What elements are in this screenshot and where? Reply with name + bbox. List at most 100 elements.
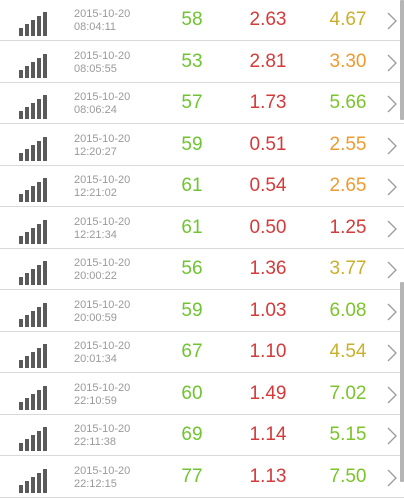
signal-bars-icon	[19, 425, 53, 451]
time-text: 08:06:24	[74, 104, 117, 116]
value-1: 59	[181, 134, 203, 155]
signal-bars-icon	[19, 52, 53, 78]
date-text: 2015-10-20	[74, 257, 131, 269]
value-3: 4.54	[329, 341, 367, 362]
list-item[interactable]: 2015-10-20 22:12:15 77 1.13 7.50	[0, 457, 404, 498]
value-3: 5.15	[329, 424, 367, 445]
signal-bars-icon	[19, 135, 53, 161]
timestamp: 2015-10-20 20:00:59	[74, 299, 154, 325]
timestamp: 2015-10-20 20:00:22	[74, 257, 154, 283]
value-3: 7.50	[329, 466, 367, 487]
date-text: 2015-10-20	[74, 340, 131, 352]
timestamp: 2015-10-20 22:12:15	[74, 465, 154, 491]
chevron-right-icon[interactable]	[385, 137, 399, 155]
time-text: 20:00:59	[74, 312, 117, 324]
value-2: 1.10	[249, 341, 287, 362]
value-3: 2.55	[329, 134, 367, 155]
value-3: 3.77	[329, 258, 367, 279]
signal-bars-icon	[19, 10, 53, 36]
date-text: 2015-10-20	[74, 382, 131, 394]
list-item[interactable]: 2015-10-20 22:11:38 69 1.14 5.15	[0, 415, 404, 456]
time-text: 08:05:55	[74, 63, 117, 75]
chevron-right-icon[interactable]	[385, 54, 399, 72]
signal-bars-icon	[19, 467, 53, 493]
signal-bars-icon	[19, 384, 53, 410]
value-2: 0.51	[249, 134, 287, 155]
value-3: 7.02	[329, 383, 367, 404]
value-2: 2.81	[249, 51, 287, 72]
list-item[interactable]: 2015-10-20 12:21:34 61 0.50 1.25	[0, 208, 404, 249]
signal-bars-icon	[19, 259, 53, 285]
value-2: 1.49	[249, 383, 287, 404]
chevron-right-icon[interactable]	[385, 261, 399, 279]
timestamp: 2015-10-20 22:10:59	[74, 382, 154, 408]
date-text: 2015-10-20	[74, 8, 131, 20]
value-2: 1.13	[249, 466, 287, 487]
timestamp: 2015-10-20 22:11:38	[74, 423, 154, 449]
value-3: 2.65	[329, 175, 367, 196]
list-item[interactable]: 2015-10-20 12:21:02 61 0.54 2.65	[0, 166, 404, 207]
value-1: 59	[181, 300, 203, 321]
chevron-right-icon[interactable]	[385, 386, 399, 404]
value-1: 77	[181, 466, 203, 487]
value-2: 1.14	[249, 424, 287, 445]
date-text: 2015-10-20	[74, 133, 131, 145]
value-3: 5.66	[329, 92, 367, 113]
signal-bars-icon	[19, 342, 53, 368]
value-1: 56	[181, 258, 203, 279]
time-text: 22:10:59	[74, 395, 117, 407]
value-1: 61	[181, 217, 203, 238]
chevron-right-icon[interactable]	[385, 12, 399, 30]
value-1: 53	[181, 51, 203, 72]
timestamp: 2015-10-20 12:21:34	[74, 216, 154, 242]
time-text: 22:11:38	[74, 436, 117, 448]
list-item[interactable]: 2015-10-20 20:00:59 59 1.03 6.08	[0, 291, 404, 332]
signal-bars-icon	[19, 218, 53, 244]
chevron-right-icon[interactable]	[385, 178, 399, 196]
date-text: 2015-10-20	[74, 91, 131, 103]
date-text: 2015-10-20	[74, 216, 131, 228]
time-text: 12:20:27	[74, 146, 117, 158]
value-2: 1.73	[249, 92, 287, 113]
time-text: 08:04:11	[74, 21, 117, 33]
value-3: 3.30	[329, 51, 367, 72]
chevron-right-icon[interactable]	[385, 344, 399, 362]
list-item[interactable]: 2015-10-20 08:06:24 57 1.73 5.66	[0, 83, 404, 124]
time-text: 22:12:15	[74, 478, 117, 490]
chevron-right-icon[interactable]	[385, 427, 399, 445]
time-text: 20:01:34	[74, 353, 117, 365]
value-2: 0.50	[249, 217, 287, 238]
value-1: 61	[181, 175, 203, 196]
timestamp: 2015-10-20 08:05:55	[74, 50, 154, 76]
chevron-right-icon[interactable]	[385, 95, 399, 113]
list-item[interactable]: 2015-10-20 08:04:11 58 2.63 4.67	[0, 0, 404, 41]
timestamp: 2015-10-20 12:20:27	[74, 133, 154, 159]
value-2: 2.63	[249, 9, 287, 30]
value-2: 1.36	[249, 258, 287, 279]
signal-bars-icon	[19, 301, 53, 327]
list-item[interactable]: 2015-10-20 22:10:59 60 1.49 7.02	[0, 374, 404, 415]
time-text: 12:21:34	[74, 229, 117, 241]
timestamp: 2015-10-20 20:01:34	[74, 340, 154, 366]
chevron-right-icon[interactable]	[385, 220, 399, 238]
list-item[interactable]: 2015-10-20 20:00:22 56 1.36 3.77	[0, 249, 404, 290]
scrollbar-lower[interactable]	[400, 282, 404, 482]
value-1: 60	[181, 383, 203, 404]
date-text: 2015-10-20	[74, 465, 131, 477]
timestamp: 2015-10-20 08:04:11	[74, 8, 154, 34]
value-1: 57	[181, 92, 203, 113]
scrollbar-upper[interactable]	[400, 0, 404, 120]
list-item[interactable]: 2015-10-20 20:01:34 67 1.10 4.54	[0, 332, 404, 373]
signal-bars-icon	[19, 176, 53, 202]
signal-bars-icon	[19, 93, 53, 119]
date-text: 2015-10-20	[74, 50, 131, 62]
chevron-right-icon[interactable]	[385, 469, 399, 487]
value-1: 67	[181, 341, 203, 362]
list-item[interactable]: 2015-10-20 12:20:27 59 0.51 2.55	[0, 125, 404, 166]
timestamp: 2015-10-20 08:06:24	[74, 91, 154, 117]
value-2: 0.54	[249, 175, 287, 196]
list-item[interactable]: 2015-10-20 08:05:55 53 2.81 3.30	[0, 42, 404, 83]
chevron-right-icon[interactable]	[385, 303, 399, 321]
time-text: 12:21:02	[74, 187, 117, 199]
value-2: 1.03	[249, 300, 287, 321]
